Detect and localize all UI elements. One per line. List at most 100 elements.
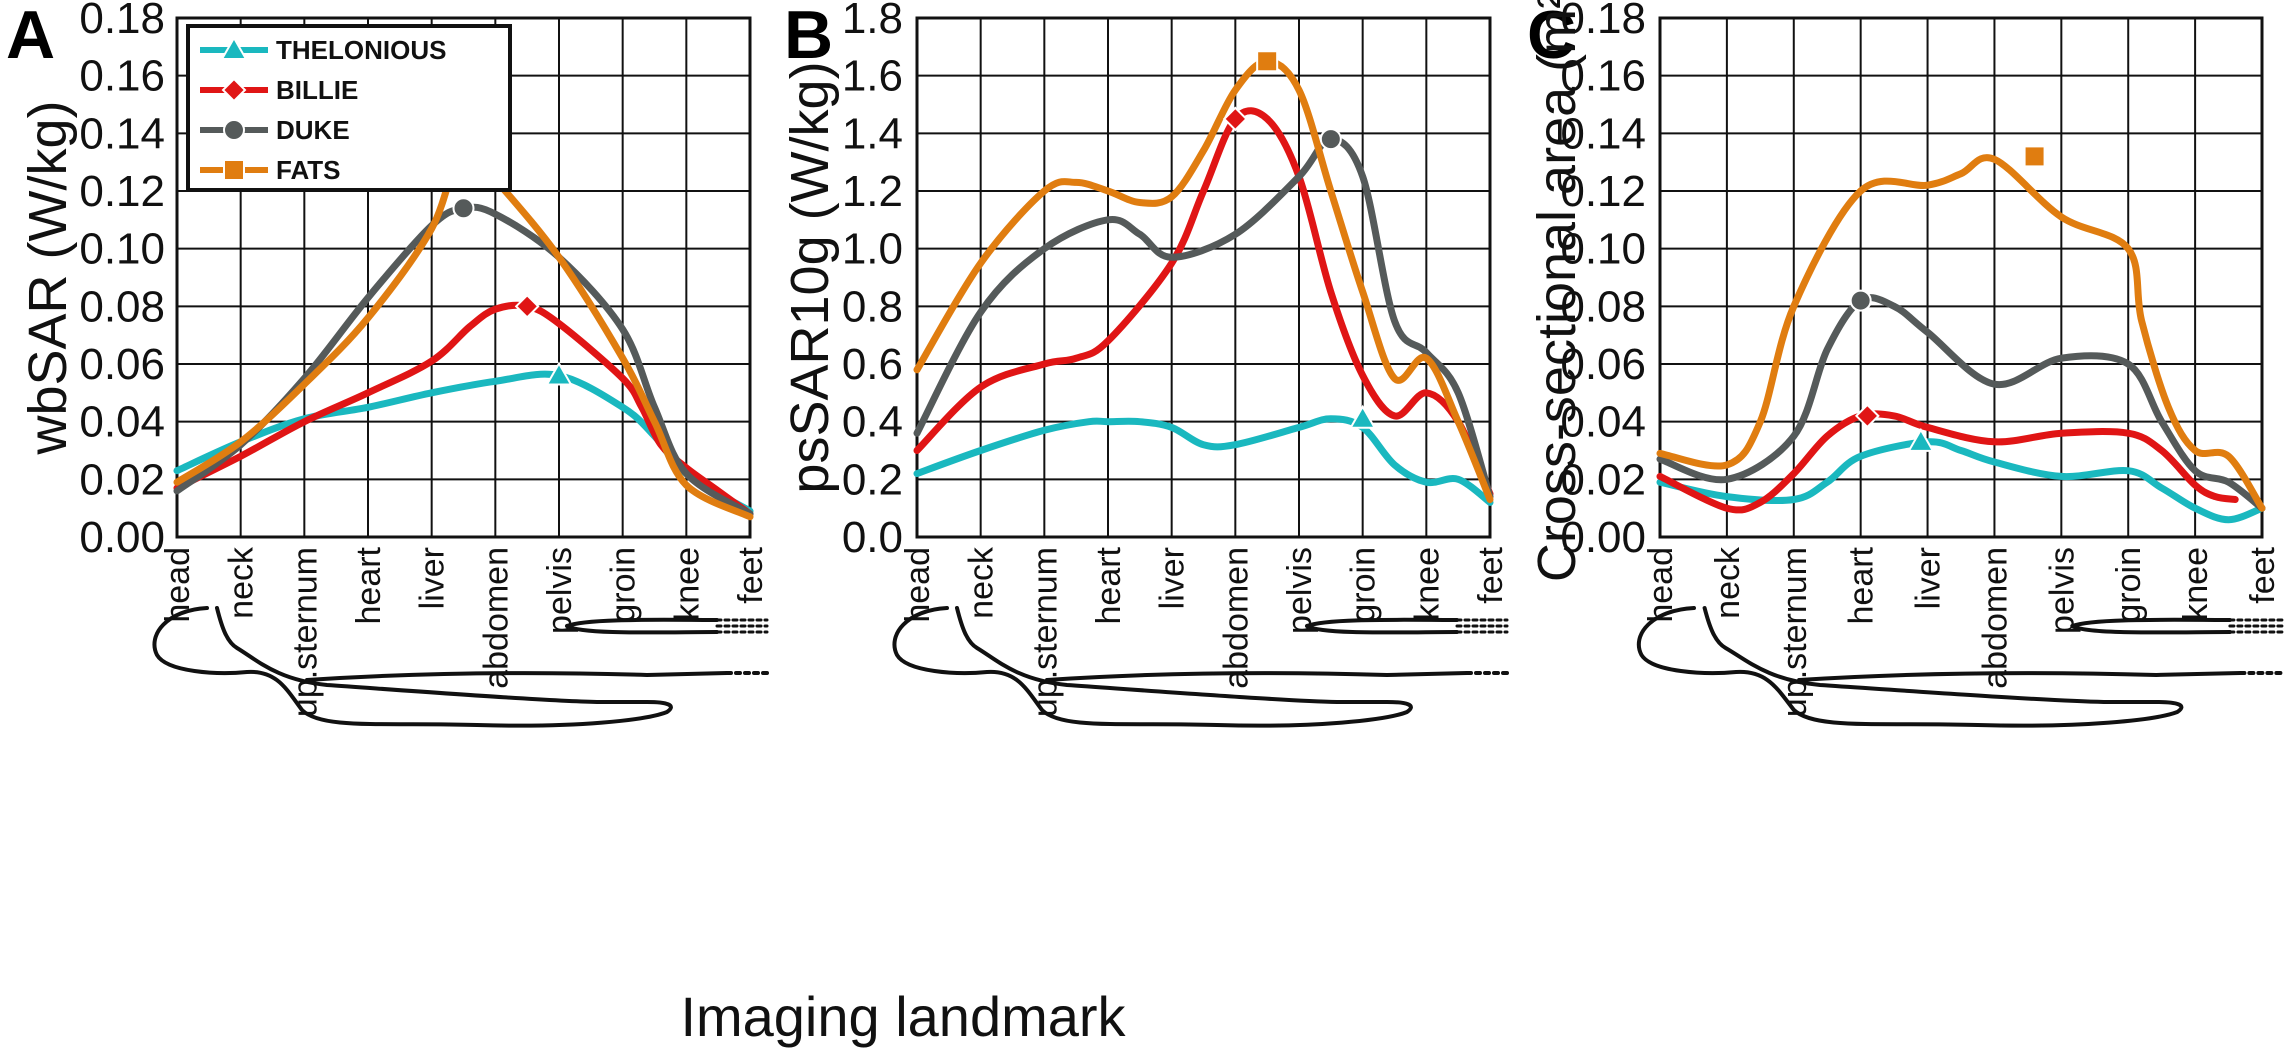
x-tick-label: groin (605, 547, 643, 623)
x-tick-label: pelvis (1281, 547, 1319, 634)
peak-marker-thelonious (1907, 427, 1935, 452)
series-line-duke (173, 203, 754, 518)
x-tick-label: up.sternum (1776, 547, 1814, 717)
peak-marker-thelonious (545, 361, 573, 386)
x-tick-label: neck (1709, 546, 1747, 619)
body-silhouette (1636, 606, 2285, 728)
y-tick-label: 0.10 (1560, 225, 1646, 274)
y-tick-label: 0.10 (79, 225, 165, 274)
panel-label: C (1527, 0, 1576, 73)
y-axis-title: psSAR10g (W/kg) (780, 61, 840, 493)
series-line-thelonious (913, 415, 1494, 506)
series-line-billie (173, 301, 754, 518)
y-axis-title: wbSAR (W/kg) (18, 100, 78, 455)
series-line-thelonious (1656, 438, 2266, 524)
y-tick-label: 1.4 (842, 109, 903, 158)
y-tick-label: 1.2 (842, 167, 903, 216)
y-tick-label: 0.02 (79, 455, 165, 504)
legend-marker-fats (223, 159, 245, 181)
x-tick-label: neck (223, 546, 261, 619)
peak-marker-billie (1854, 403, 1880, 429)
legend-marker-thelonious (220, 35, 248, 60)
peak-marker-duke (1319, 128, 1342, 151)
panel-label: A (6, 0, 55, 73)
x-axis-title: Imaging landmark (680, 985, 1126, 1048)
legend: THELONIOUS BILLIE DUKE FATS (186, 24, 512, 192)
y-tick-label: 1.0 (842, 225, 903, 274)
panel-label: B (784, 0, 833, 73)
x-tick-label: up.sternum (286, 547, 324, 717)
y-tick-label: 1.6 (842, 52, 903, 101)
y-tick-label: 0.06 (1560, 340, 1646, 389)
x-tick-label: pelvis (2043, 547, 2081, 634)
panel-c: C 0.00 0.02 0.04 0.06 0.08 0.10 0.12 0.14 0.16 0.1… (1527, 0, 2285, 728)
x-tick-label: up.sternum (1026, 547, 1064, 717)
y-tick-label: 0.2 (842, 455, 903, 504)
x-tick-label: liver (414, 547, 452, 609)
peak-marker-billie (514, 293, 540, 319)
y-tick-label: 0.08 (79, 282, 165, 331)
x-tick-label: heart (350, 546, 388, 624)
series-line-fats (1656, 154, 2266, 512)
peak-marker-thelonious (1348, 404, 1377, 429)
y-tick-label: 0.16 (79, 52, 165, 101)
y-tick-label: 0.08 (1560, 282, 1646, 331)
panel-a: A 0.00 0.02 0.04 0.06 0.08 0.10 0.12 0.14 0.16 0.1… (6, 0, 770, 728)
x-tick-label: heart (1843, 546, 1881, 624)
legend-label: THELONIOUS (276, 35, 446, 65)
x-tick-label: liver (1154, 547, 1192, 609)
y-axis-title: Cross-sectional area (m²) (1527, 0, 1587, 582)
legend-label: BILLIE (276, 75, 358, 105)
peak-marker-duke (452, 197, 475, 220)
y-tick-label: 0.18 (79, 0, 165, 43)
y-tick-label: 0.6 (842, 340, 903, 389)
y-tick-label: 0.16 (1560, 52, 1646, 101)
peak-marker-duke (1849, 289, 1872, 312)
y-tick-label: 0.4 (842, 398, 903, 447)
x-tick-label: abdomen (1217, 547, 1255, 689)
y-tick-label: 0.14 (1560, 109, 1646, 158)
x-tick-label: neck (963, 546, 1001, 619)
y-tick-label: 0.8 (842, 282, 903, 331)
peak-marker-fats (2023, 145, 2046, 168)
y-tick-label: 0.00 (79, 513, 165, 562)
y-tick-label: 0.00 (1560, 513, 1646, 562)
y-tick-label: 0.18 (1560, 0, 1646, 43)
series-line-billie (1656, 410, 2239, 514)
y-tick-label: 0.04 (79, 398, 165, 447)
x-tick-label: liver (1910, 547, 1948, 609)
y-tick-label: 0.0 (842, 513, 903, 562)
y-tick-label: 0.14 (79, 109, 165, 158)
body-silhouette (892, 606, 1509, 728)
y-tick-label: 0.12 (1560, 167, 1646, 216)
body-silhouette (152, 606, 769, 728)
x-tick-label: feet (2244, 546, 2282, 603)
x-tick-label: feet (1472, 546, 1510, 603)
x-tick-label: groin (1345, 547, 1383, 623)
plot-frame (175, 16, 752, 539)
x-tick-label: abdomen (477, 547, 515, 689)
legend-marker-billie (221, 77, 247, 103)
peak-marker-fats (1256, 50, 1279, 73)
series-line-duke (1656, 294, 2266, 512)
legend-label: DUKE (276, 115, 350, 145)
y-tick-label: 0.02 (1560, 455, 1646, 504)
y-tick-label: 1.8 (842, 0, 903, 43)
plot-frame (1658, 16, 2264, 539)
x-tick-label: heart (1090, 546, 1128, 624)
x-tick-label: pelvis (541, 547, 579, 634)
y-tick-label: 0.12 (79, 167, 165, 216)
x-tick-label: knee (668, 547, 706, 621)
x-tick-label: knee (1408, 547, 1446, 621)
x-tick-label: abdomen (1976, 547, 2014, 689)
legend-label: FATS (276, 155, 341, 185)
y-tick-label: 0.06 (79, 340, 165, 389)
series-line-fats (913, 57, 1494, 503)
legend-marker-duke (223, 119, 245, 141)
plot-frame (915, 16, 1492, 539)
series-line-billie (913, 107, 1494, 498)
x-tick-label: feet (732, 546, 770, 603)
x-tick-label: groin (2110, 547, 2148, 623)
x-tick-label: knee (2177, 547, 2215, 621)
